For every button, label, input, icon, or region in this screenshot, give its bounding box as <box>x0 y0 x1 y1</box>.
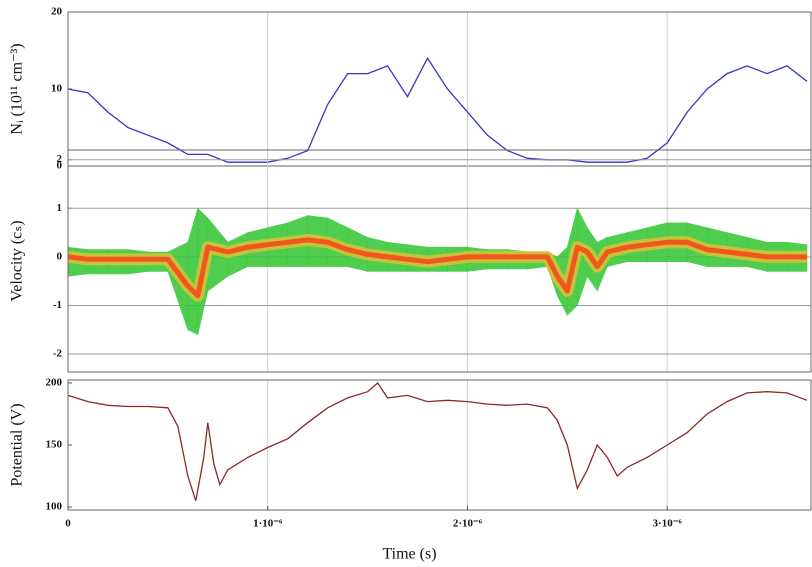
y-tick-label: 20 <box>51 6 63 18</box>
y-tick-label: -1 <box>53 299 62 311</box>
x-tick-label: 1·10⁻⁶ <box>253 518 283 530</box>
x-tick-label: 3·10⁻⁶ <box>653 518 683 530</box>
plot-frame <box>67 11 812 167</box>
y-tick-label: 150 <box>46 439 63 451</box>
data-line <box>67 56 808 163</box>
y-tick-label: 100 <box>46 501 63 513</box>
data-line <box>67 382 808 501</box>
y-tick-label: 1 <box>57 202 63 214</box>
y-tick-label: 10 <box>51 83 63 95</box>
y-axis-label: Potential (V) <box>9 403 26 486</box>
y-tick-label: 200 <box>46 377 63 389</box>
plot-frame <box>67 379 812 511</box>
y-axis-label: Velocity (cₛ) <box>9 220 26 301</box>
y-tick-label: 2 <box>57 153 63 165</box>
y-tick-label: 0 <box>57 160 63 172</box>
y-tick-label: 0 <box>57 250 63 262</box>
x-axis-label: Time (s) <box>382 546 436 563</box>
velocity-band <box>187 208 199 336</box>
x-tick-label: 2·10⁻⁶ <box>453 518 483 530</box>
plot-frame <box>67 149 812 373</box>
x-tick-label: 0 <box>65 518 71 530</box>
y-tick-label: -2 <box>53 348 63 360</box>
velocity-core <box>67 237 807 299</box>
y-axis-label: Nᵢ (10¹¹ cm⁻³) <box>9 43 26 134</box>
